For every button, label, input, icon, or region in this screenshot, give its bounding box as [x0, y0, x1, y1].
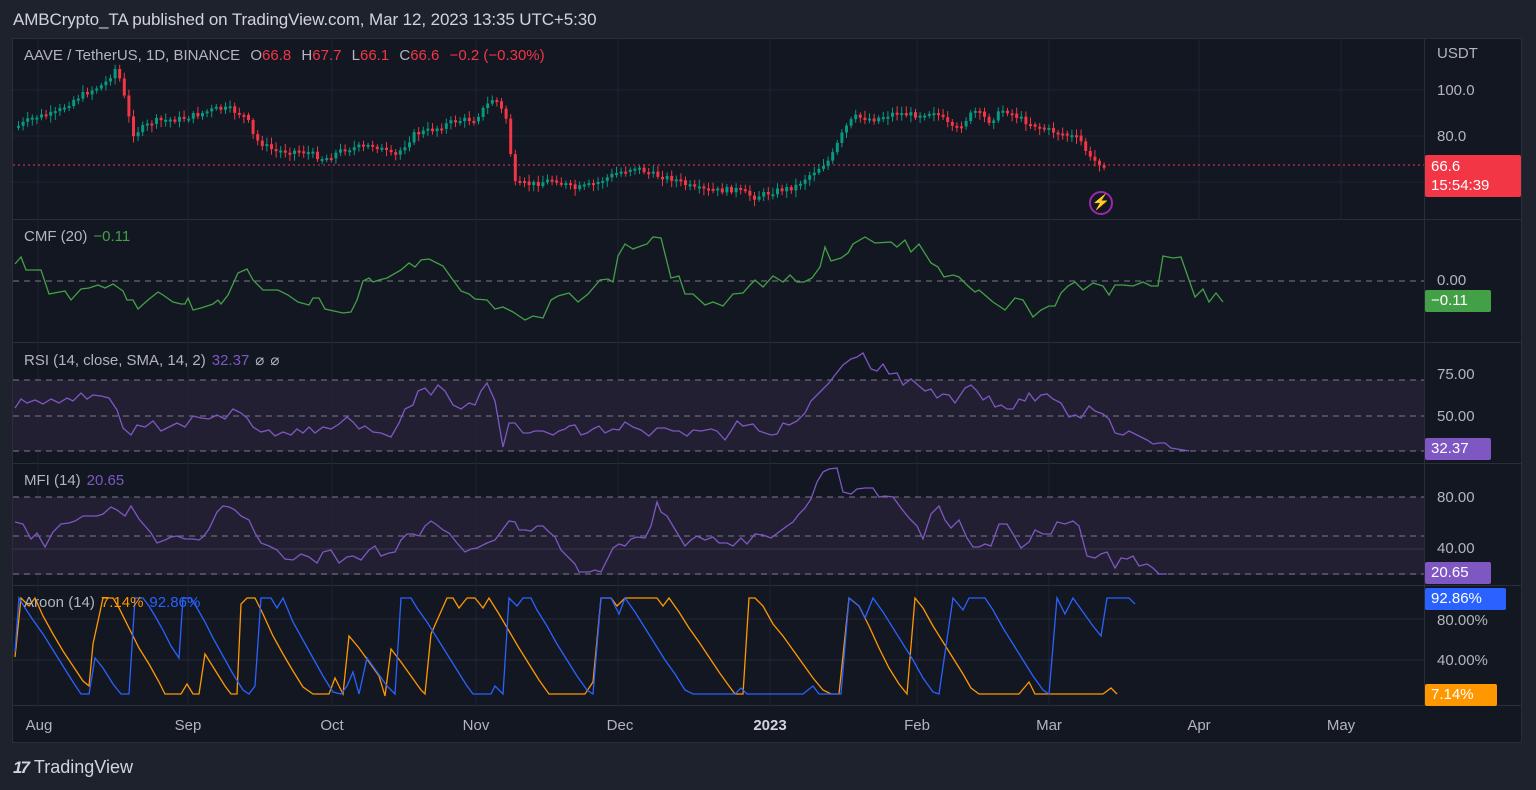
mfi-value: 20.65 [86, 472, 125, 489]
cmf-tick: 0.00 [1437, 272, 1467, 289]
rsi-tick: 75.00 [1437, 366, 1475, 383]
price-pane[interactable]: ⚡ AAVE / TetherUS, 1D, BINANCE O66.8 H67… [13, 39, 1521, 220]
mfi-scale[interactable]: 80.00 40.00 20.65 [1424, 464, 1521, 585]
time-label: May [1326, 717, 1356, 734]
mfi-tick: 80.00 [1437, 489, 1475, 506]
aroon-down-tag: 7.14% [1425, 684, 1497, 706]
last-price-tag: 66.6 15:54:39 [1425, 155, 1521, 197]
price-legend: AAVE / TetherUS, 1D, BINANCE O66.8 H67.7… [24, 47, 545, 64]
rsi-legend: RSI (14, close, SMA, 14, 2) 32.37 ⌀ ⌀ [24, 352, 280, 369]
tradingview-footer[interactable]: 17 TradingView [13, 757, 133, 778]
currency-label: USDT [1437, 45, 1478, 62]
time-label: Mar [1036, 717, 1062, 734]
rsi-value: 32.37 [211, 352, 250, 369]
tradingview-logo-icon: 17 [13, 757, 30, 777]
price-change: −0.2 (−0.30%) [449, 47, 545, 64]
time-axis[interactable]: Aug Sep Oct Nov Dec 2023 Feb Mar Apr May [13, 706, 1521, 743]
rsi-pane[interactable]: RSI (14, close, SMA, 14, 2) 32.37 ⌀ ⌀ 75.00… [13, 343, 1521, 464]
price-plot[interactable]: ⚡ [13, 39, 1424, 220]
mfi-line [13, 464, 1424, 586]
mfi-pane[interactable]: MFI (14) 20.65 80.00 40.00 20.65 [13, 464, 1521, 586]
price-tick: 100.0 [1437, 82, 1475, 99]
rsi-line [13, 343, 1424, 464]
cmf-value: −0.11 [93, 228, 131, 245]
cmf-tag: −0.11 [1425, 290, 1491, 312]
mfi-legend: MFI (14) 20.65 [24, 472, 125, 489]
brand-name: TradingView [33, 757, 133, 777]
price-candles [13, 39, 1424, 220]
price-scale[interactable]: USDT 100.0 80.0 66.6 15:54:39 [1424, 39, 1521, 219]
aroon-up-value: 92.86% [149, 594, 201, 611]
rsi-tick: 50.00 [1437, 408, 1475, 425]
cmf-legend: CMF (20) −0.11 [24, 228, 131, 245]
time-label: Sep [174, 717, 202, 734]
time-label: Oct [320, 717, 344, 734]
mfi-tag: 20.65 [1425, 562, 1491, 584]
time-label: Aug [25, 717, 53, 734]
aroon-scale[interactable]: 80.00% 40.00% 92.86% 7.14% [1424, 586, 1521, 706]
aroon-down-value: 7.14% [100, 594, 144, 611]
symbol-title: AAVE / TetherUS, 1D, BINANCE [24, 47, 241, 64]
mfi-tick: 40.00 [1437, 540, 1475, 557]
price-tick: 80.0 [1437, 128, 1467, 145]
published-header: AMBCrypto_TA published on TradingView.co… [13, 10, 597, 29]
cmf-line [13, 220, 1424, 343]
time-label: Dec [606, 717, 634, 734]
aroon-tick: 80.00% [1437, 612, 1488, 629]
time-label: Apr [1187, 717, 1211, 734]
time-label: Nov [462, 717, 490, 734]
chart-frame[interactable]: ⚡ AAVE / TetherUS, 1D, BINANCE O66.8 H67… [12, 38, 1522, 743]
aroon-tick: 40.00% [1437, 652, 1488, 669]
aroon-legend: Aroon (14) 7.14% 92.86% [24, 594, 201, 611]
lightning-icon[interactable]: ⚡ [1089, 191, 1113, 215]
aroon-up-tag: 92.86% [1425, 588, 1506, 610]
rsi-scale[interactable]: 75.00 50.00 32.37 [1424, 343, 1521, 463]
cmf-pane[interactable]: CMF (20) −0.11 0.00 −0.11 [13, 220, 1521, 343]
aroon-lines [13, 586, 1424, 706]
time-label: Feb [904, 717, 930, 734]
aroon-pane[interactable]: Aroon (14) 7.14% 92.86% 80.00% 40.00% 92.8… [13, 586, 1521, 706]
time-label: 2023 [753, 717, 787, 734]
cmf-scale[interactable]: 0.00 −0.11 [1424, 220, 1521, 342]
rsi-tag: 32.37 [1425, 438, 1491, 460]
